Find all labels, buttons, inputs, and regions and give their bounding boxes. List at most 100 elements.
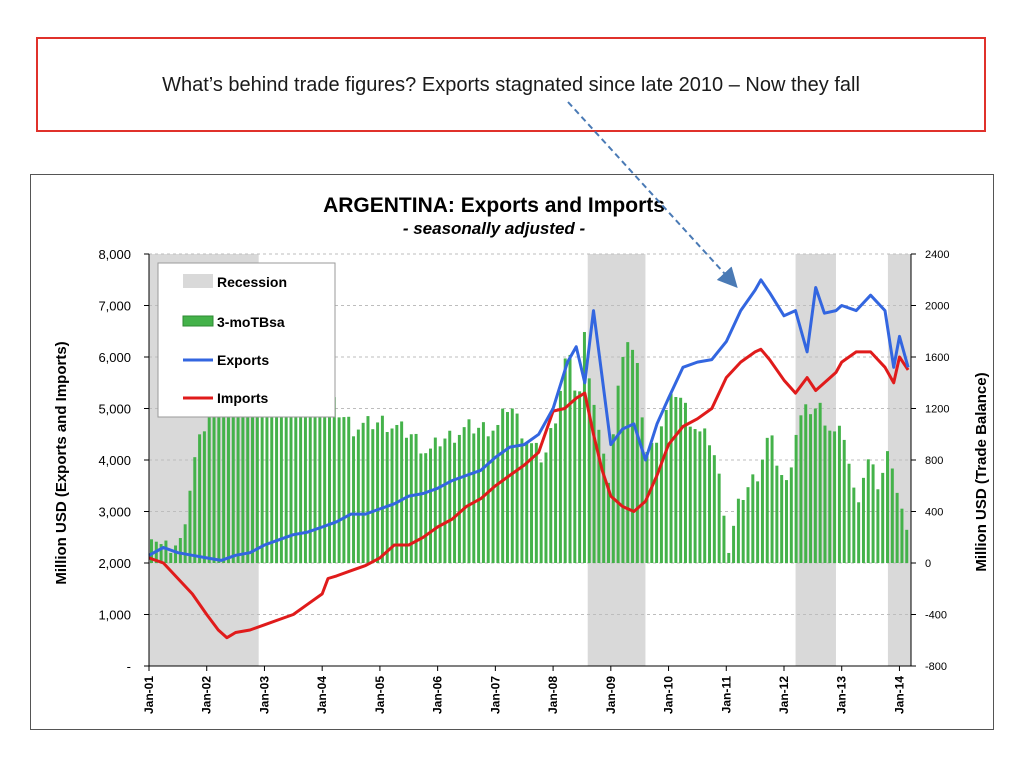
y-tick-label: 5,000: [98, 402, 131, 417]
tb-bar: [780, 475, 784, 563]
axes: - 1,000 2,000 3,000 4,000 5,000 6,000 7,000 8,00…: [98, 247, 949, 714]
tb-bar: [568, 354, 572, 563]
tb-bar: [626, 342, 630, 563]
tb-bar: [727, 552, 731, 563]
tb-bar: [390, 428, 394, 563]
y2-tick-label: -800: [925, 661, 947, 673]
exports-line: [148, 278, 910, 562]
x-tick-label: Jan-05: [373, 676, 387, 714]
x-tick-label: Jan-09: [604, 676, 618, 714]
tb-bar: [318, 392, 322, 563]
x-tick-label: Jan-10: [662, 676, 676, 714]
tb-bar: [722, 515, 726, 563]
tb-bar: [751, 474, 755, 563]
y-tick-label: 3,000: [98, 505, 131, 520]
tb-bar: [717, 473, 721, 563]
tb-bar: [284, 374, 288, 563]
headline-box: What’s behind trade figures? Exports sta…: [36, 37, 986, 132]
tb-bar: [828, 430, 832, 563]
y-tick-label: 1,000: [98, 608, 131, 623]
tb-bar: [775, 465, 779, 563]
tb-bar: [669, 393, 673, 563]
tb-bar: [289, 367, 293, 563]
tb-bar: [457, 434, 461, 563]
x-tick-label: Jan-13: [835, 676, 849, 714]
tb-bar: [852, 487, 856, 563]
imports-line: [148, 347, 910, 640]
tb-bar: [708, 445, 712, 563]
tb-bar: [895, 492, 899, 563]
tb-bar: [481, 422, 485, 563]
y-axis-label: Million USD (Exports and Imports): [53, 341, 70, 584]
tb-bar: [842, 439, 846, 563]
x-tick-label: Jan-07: [488, 676, 502, 714]
y2-tick-label: 400: [925, 507, 943, 519]
tb-bar: [246, 364, 250, 563]
tb-bar: [443, 438, 447, 563]
x-tick-label: Jan-14: [892, 676, 906, 714]
y2-tick-label: 2400: [925, 249, 949, 261]
tb-bar: [207, 408, 211, 563]
tb-bar: [813, 408, 817, 563]
tb-bar: [496, 424, 500, 563]
tb-bar: [530, 443, 534, 563]
tb-bar: [150, 539, 153, 563]
tb-bar: [823, 425, 827, 563]
tb-bar: [866, 459, 870, 563]
tb-bar: [900, 508, 904, 563]
x-tick-label: Jan-01: [142, 676, 156, 714]
tb-bar: [905, 529, 909, 563]
tb-bar: [607, 482, 610, 563]
tb-bar: [631, 349, 635, 563]
tb-bar: [404, 437, 408, 563]
y2-tick-label: 1200: [925, 404, 949, 416]
tb-bar: [558, 390, 562, 563]
tb-bar: [337, 417, 341, 563]
tb-bar: [486, 436, 490, 563]
tb-bar: [260, 367, 264, 563]
series-lines: [148, 278, 910, 640]
tb-bar: [323, 394, 327, 563]
y2-axis-label: Million USD (Trade Balance): [973, 372, 990, 571]
tb-bar: [308, 375, 312, 563]
tb-bar: [409, 434, 413, 563]
x-tick-label: Jan-03: [257, 676, 271, 714]
tb-bar: [881, 472, 885, 563]
tb-bar: [809, 414, 813, 563]
tb-bar: [520, 438, 524, 563]
tb-bar: [231, 369, 235, 563]
tb-bar: [563, 358, 567, 563]
chart-subtitle: - seasonally adjusted -: [403, 219, 586, 238]
tb-bar: [582, 332, 586, 563]
tb-bar: [376, 422, 380, 563]
tb-bar: [453, 442, 457, 563]
tb-bar: [693, 429, 697, 563]
tb-bar: [655, 442, 659, 563]
y2-tick-label: 0: [925, 558, 931, 570]
tb-bar: [679, 397, 683, 563]
tb-bar: [251, 378, 255, 563]
tb-bar: [837, 425, 841, 563]
y-tick-label: 4,000: [98, 453, 131, 468]
tb-bar: [756, 481, 760, 563]
tb-bar: [760, 459, 764, 563]
tb-bar: [366, 416, 370, 563]
tb-bar: [361, 422, 365, 563]
tb-bar: [602, 453, 606, 563]
tb-bar: [275, 367, 279, 563]
tb-bar: [664, 409, 668, 563]
tb-bar: [159, 544, 163, 563]
tb-bar: [433, 437, 437, 563]
tb-bar: [303, 377, 307, 563]
tb-bar: [635, 362, 639, 563]
legend-swatch-recession: [183, 274, 213, 288]
tb-bar: [534, 442, 538, 563]
tb-bar: [467, 419, 471, 563]
tb-bar: [438, 446, 442, 563]
y2-tick-label: 800: [925, 455, 943, 467]
tb-bar: [265, 361, 269, 563]
tb-bar: [539, 462, 543, 563]
x-tick-label: Jan-06: [431, 676, 445, 714]
tb-bar: [236, 379, 240, 563]
